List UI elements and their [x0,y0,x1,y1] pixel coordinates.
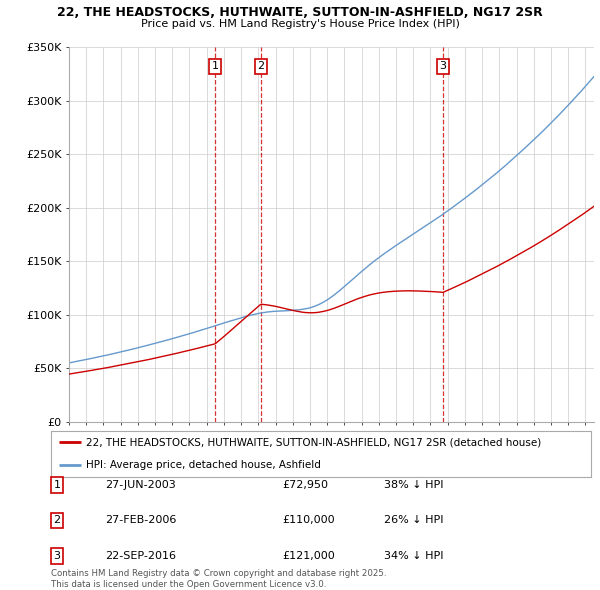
Text: £72,950: £72,950 [282,480,328,490]
Text: 3: 3 [53,551,61,560]
Text: £110,000: £110,000 [282,516,335,525]
Text: Contains HM Land Registry data © Crown copyright and database right 2025.
This d: Contains HM Land Registry data © Crown c… [51,569,386,589]
Text: 27-JUN-2003: 27-JUN-2003 [105,480,176,490]
Text: 2: 2 [53,516,61,525]
Text: 38% ↓ HPI: 38% ↓ HPI [384,480,443,490]
Text: 34% ↓ HPI: 34% ↓ HPI [384,551,443,560]
Text: 3: 3 [440,61,446,71]
Text: Price paid vs. HM Land Registry's House Price Index (HPI): Price paid vs. HM Land Registry's House … [140,19,460,29]
Text: 22, THE HEADSTOCKS, HUTHWAITE, SUTTON-IN-ASHFIELD, NG17 2SR: 22, THE HEADSTOCKS, HUTHWAITE, SUTTON-IN… [57,6,543,19]
Text: 27-FEB-2006: 27-FEB-2006 [105,516,176,525]
Text: 1: 1 [212,61,218,71]
Text: £121,000: £121,000 [282,551,335,560]
Text: 2: 2 [257,61,265,71]
Text: 26% ↓ HPI: 26% ↓ HPI [384,516,443,525]
Text: HPI: Average price, detached house, Ashfield: HPI: Average price, detached house, Ashf… [86,460,321,470]
Text: 1: 1 [53,480,61,490]
Text: 22, THE HEADSTOCKS, HUTHWAITE, SUTTON-IN-ASHFIELD, NG17 2SR (detached house): 22, THE HEADSTOCKS, HUTHWAITE, SUTTON-IN… [86,437,541,447]
Text: 22-SEP-2016: 22-SEP-2016 [105,551,176,560]
